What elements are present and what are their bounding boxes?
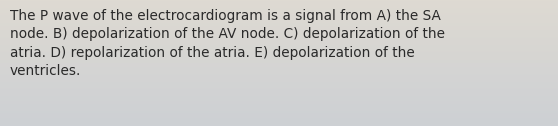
- Text: The P wave of the electrocardiogram is a signal from A) the SA
node. B) depolari: The P wave of the electrocardiogram is a…: [10, 9, 445, 78]
